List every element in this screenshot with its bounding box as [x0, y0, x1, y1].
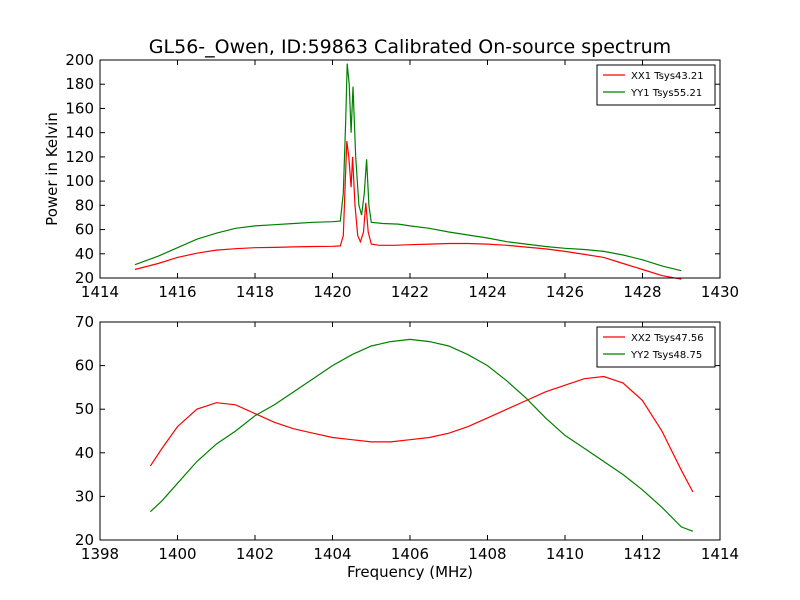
y-tick-label: 200: [65, 51, 94, 69]
x-tick-label: 1426: [546, 283, 584, 301]
figure-title: GL56-_Owen, ID:59863 Calibrated On-sourc…: [149, 36, 671, 58]
series-line-1: [134, 141, 682, 280]
y-tick-label: 70: [75, 313, 94, 331]
x-tick-label: 1410: [546, 545, 584, 563]
x-tick-label: 1406: [391, 545, 429, 563]
x-tick-label: 1428: [623, 283, 661, 301]
y-tick-label: 100: [65, 172, 94, 190]
y-tick-label: 20: [75, 531, 94, 549]
x-tick-label: 1414: [81, 283, 119, 301]
legend-entry: XX2 Tsys47.56: [631, 333, 704, 344]
legend-entry: YY1 Tsys55.21: [630, 88, 702, 99]
x-tick-label: 1412: [623, 545, 661, 563]
y-tick-label: 50: [75, 400, 94, 418]
y-tick-label: 20: [75, 269, 94, 287]
x-tick-label: 1402: [236, 545, 274, 563]
y-axis-label: Power in Kelvin: [43, 112, 61, 226]
x-tick-label: 1414: [701, 545, 739, 563]
x-tick-label: 1420: [313, 283, 351, 301]
y-tick-label: 80: [75, 196, 94, 214]
x-tick-label: 1418: [236, 283, 274, 301]
x-tick-label: 1400: [158, 545, 196, 563]
y-tick-label: 160: [65, 99, 94, 117]
series-line-1: [149, 375, 694, 493]
x-tick-label: 1422: [391, 283, 429, 301]
y-tick-label: 140: [65, 124, 94, 142]
y-tick-label: 60: [75, 221, 94, 239]
x-tick-label: 1416: [158, 283, 196, 301]
y-tick-label: 60: [75, 357, 94, 375]
x-tick-label: 1398: [81, 545, 119, 563]
series-line-2: [134, 63, 682, 272]
legend-entry: XX1 Tsys43.21: [631, 71, 704, 82]
y-tick-label: 40: [75, 245, 94, 263]
legend-box: [596, 64, 716, 106]
legend-box: [596, 326, 716, 368]
legend: XX2 Tsys47.56 YY2 Tsys48.75: [596, 326, 716, 368]
x-tick-label: 1430: [701, 283, 739, 301]
y-tick-label: 180: [65, 75, 94, 93]
series-line-2: [149, 338, 694, 532]
chart-1: 1414 1416 1418 1420 1422 1424 1426 1428 1430 20 40…: [43, 51, 739, 301]
x-tick-label: 1408: [468, 545, 506, 563]
x-tick-label: 1424: [468, 283, 506, 301]
x-axis-label: Frequency (MHz): [347, 563, 473, 581]
y-tick-label: 120: [65, 148, 94, 166]
legend: XX1 Tsys43.21 YY1 Tsys55.21: [596, 64, 716, 106]
y-tick-label: 30: [75, 487, 94, 505]
chart-2: 1398 1400 1402 1404 1406 1408 1410 1412 1414 20 30…: [75, 313, 739, 563]
legend-entry: YY2 Tsys48.75: [630, 350, 702, 361]
y-tick-label: 40: [75, 444, 94, 462]
x-tick-label: 1404: [313, 545, 351, 563]
